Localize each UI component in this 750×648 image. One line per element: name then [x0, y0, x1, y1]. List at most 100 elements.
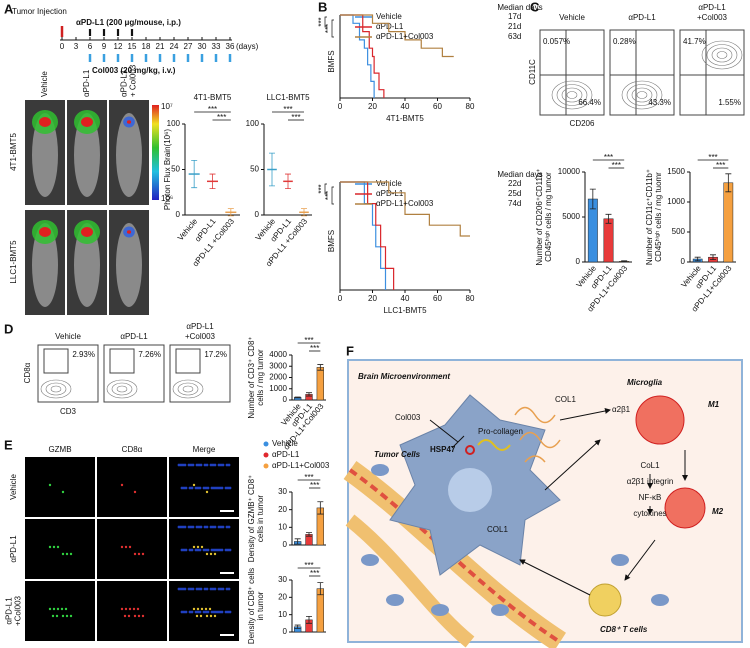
- cell: [133, 552, 137, 556]
- mouse-body: [32, 113, 58, 197]
- nucleus: [220, 610, 224, 614]
- axis-label: CD8α: [23, 362, 32, 383]
- contour: [106, 379, 138, 399]
- x-axis-label: 4T1-BMT5: [386, 114, 424, 123]
- y-tick-label: 0: [576, 257, 581, 266]
- significance: ***: [324, 24, 333, 33]
- y-axis-label: cells in tumor: [256, 495, 265, 542]
- hsp47: [465, 445, 475, 455]
- legend-label: αPD-L1: [376, 22, 404, 31]
- schematic-label: Tumor Cells: [374, 450, 421, 459]
- plot-title: αPD-L1: [120, 332, 148, 341]
- contour: [716, 51, 728, 59]
- nucleus: [204, 610, 208, 614]
- arrow: [624, 539, 656, 581]
- gate-percent: 66.4%: [578, 98, 601, 107]
- x-tick-label: 80: [466, 102, 475, 111]
- nucleus: [189, 463, 193, 467]
- nucleus: [187, 463, 191, 467]
- nucleus: [211, 525, 215, 529]
- x-tick-label: 80: [466, 294, 475, 303]
- row-label: LLC1-BMT5: [9, 240, 18, 284]
- cell: [65, 614, 69, 618]
- y-tick-label: 0: [681, 257, 686, 266]
- micrograph: [97, 519, 167, 579]
- legend-label: αPD-L1+Col003: [272, 461, 330, 470]
- schematic-label: M1: [708, 400, 720, 409]
- nucleus: [214, 486, 218, 490]
- y-tick-label: 0: [283, 540, 288, 549]
- day-label: 18: [142, 42, 151, 51]
- significance: ***: [304, 473, 313, 482]
- nucleus: [216, 486, 220, 490]
- legend-dot: [263, 463, 269, 469]
- nucleus: [217, 525, 221, 529]
- cell: [192, 607, 196, 611]
- significance-bracket: [324, 183, 327, 195]
- row-label: 4T1-BMT5: [9, 133, 18, 171]
- y-tick-label: 2000: [269, 373, 287, 382]
- legend-median: 63d: [508, 32, 521, 41]
- error-bar: [294, 624, 301, 629]
- nucleus: [202, 548, 206, 552]
- bar: [316, 367, 324, 401]
- x-tick-label: 0: [338, 294, 343, 303]
- small-cell: [371, 464, 389, 476]
- nucleus: [216, 610, 220, 614]
- schematic-label: Col003: [395, 413, 421, 422]
- panel-label: D: [4, 321, 13, 336]
- signal: [126, 230, 132, 234]
- nucleus: [195, 463, 199, 467]
- nucleus: [198, 486, 202, 490]
- survival-curve: [340, 14, 375, 98]
- significance: ***: [208, 105, 217, 114]
- day-label: 27: [184, 42, 193, 51]
- nucleus: [188, 548, 192, 552]
- micrograph: [25, 519, 95, 579]
- contour: [566, 91, 578, 99]
- cell: [137, 614, 141, 618]
- cell: [69, 552, 73, 556]
- x-tick-label: 60: [433, 294, 442, 303]
- cell: [208, 607, 212, 611]
- nucleus: [188, 610, 192, 614]
- schematic-label: COL1: [487, 525, 508, 534]
- gate: [43, 348, 69, 374]
- error-bar: [191, 160, 198, 189]
- flow-plot: [609, 29, 675, 116]
- arrow: [544, 439, 601, 491]
- nucleus: [220, 486, 224, 490]
- nucleus: [226, 486, 230, 490]
- nucleus: [225, 587, 229, 591]
- day-label: 3: [74, 42, 79, 51]
- nucleus: [226, 610, 230, 614]
- nucleus: [213, 463, 217, 467]
- y-tick-label: 50: [250, 165, 259, 174]
- mouse-body: [116, 223, 142, 307]
- nucleus: [217, 463, 221, 467]
- nucleus: [227, 463, 231, 467]
- cell: [137, 552, 141, 556]
- contour: [177, 382, 199, 396]
- pathway-step: CoL1: [640, 461, 660, 470]
- cell: [200, 607, 204, 611]
- contour: [172, 379, 204, 399]
- contour: [711, 47, 733, 63]
- nucleus: [183, 587, 187, 591]
- y-tick-label: 50: [171, 165, 180, 174]
- gate-percent: 17.2%: [204, 350, 227, 359]
- group-label: Vehicle: [40, 71, 49, 97]
- significance-bracket: [331, 186, 334, 205]
- day-label: 6: [88, 42, 93, 51]
- plot-title: +Col003: [185, 332, 216, 341]
- nucleus: [219, 587, 223, 591]
- small-cell: [361, 554, 379, 566]
- y-axis-label: Number of CD3⁺ CD8⁺: [247, 336, 256, 418]
- nucleus: [197, 525, 201, 529]
- cell: [205, 490, 209, 494]
- nucleus: [203, 525, 207, 529]
- nucleus: [204, 548, 208, 552]
- nucleus: [187, 587, 191, 591]
- nucleus: [217, 587, 221, 591]
- cell: [52, 607, 56, 611]
